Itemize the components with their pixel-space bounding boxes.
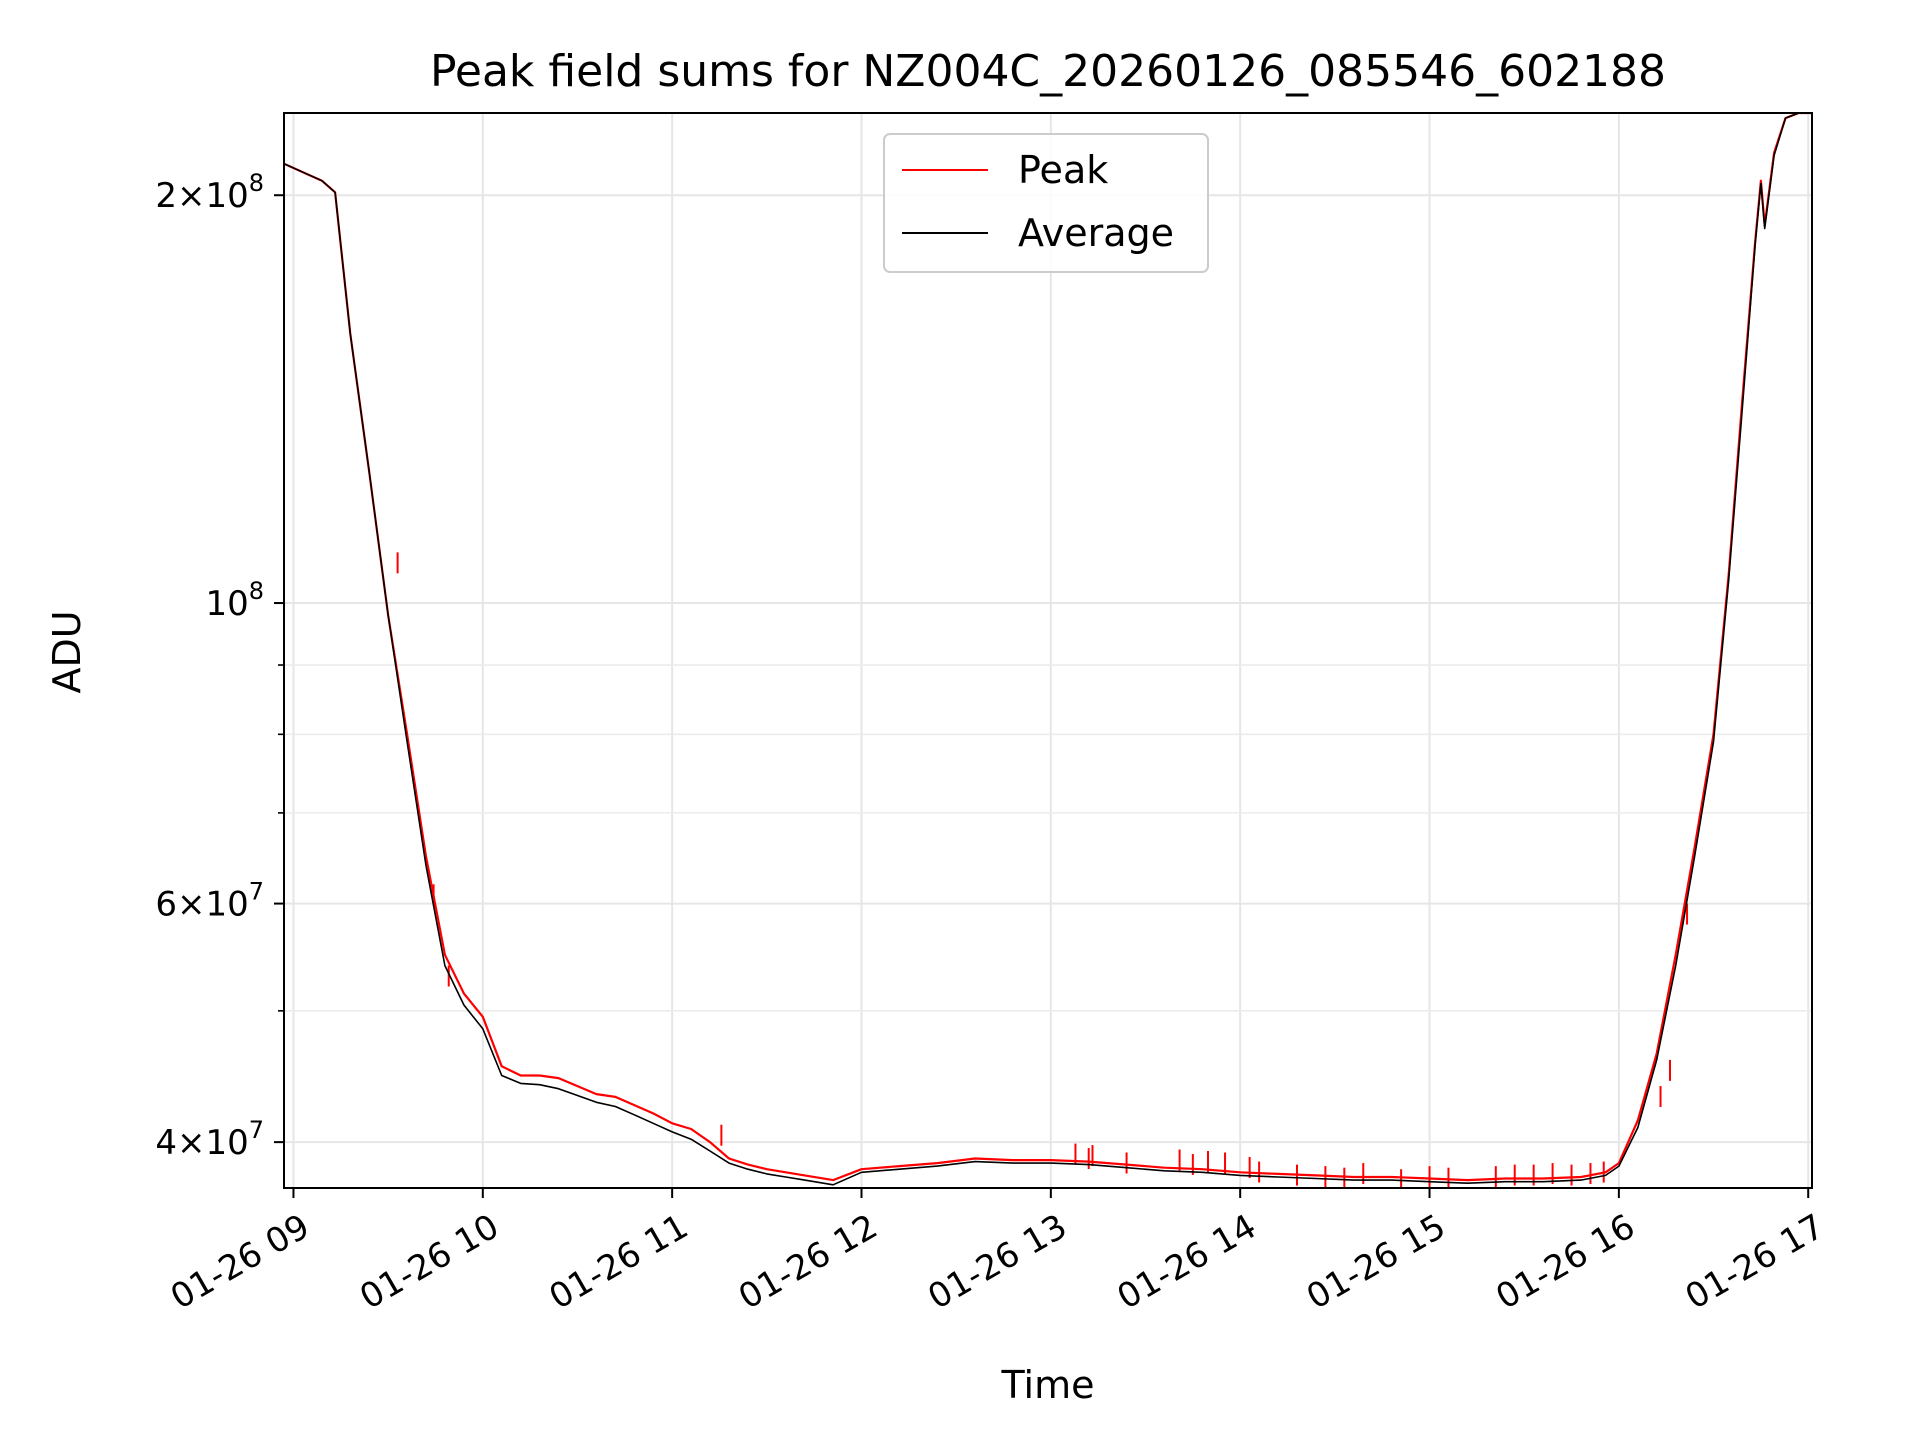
y-tick-label: 4×107 — [155, 1116, 264, 1163]
y-axis: 4×107 6×107 108 2×108 — [155, 169, 284, 1163]
series-line-peak — [284, 113, 1812, 1182]
grid — [284, 113, 1812, 1188]
chart-title: Peak field sums for NZ004C_20260126_0855… — [430, 46, 1666, 97]
legend-label-average: Average — [1018, 211, 1174, 255]
legend: Peak Average — [883, 133, 1209, 273]
y-tick-label: 2×108 — [155, 169, 264, 216]
y-tick-label: 108 — [205, 577, 264, 624]
series-layer — [284, 113, 1812, 1188]
legend-label-peak: Peak — [1018, 148, 1108, 192]
plot-frame — [283, 112, 1813, 1189]
y-tick-label: 6×107 — [155, 878, 264, 925]
legend-box — [883, 133, 1209, 273]
y-axis-label: ADU — [45, 610, 89, 693]
series-line-average — [284, 113, 1812, 1186]
x-axis-label: Time — [1001, 1363, 1095, 1407]
